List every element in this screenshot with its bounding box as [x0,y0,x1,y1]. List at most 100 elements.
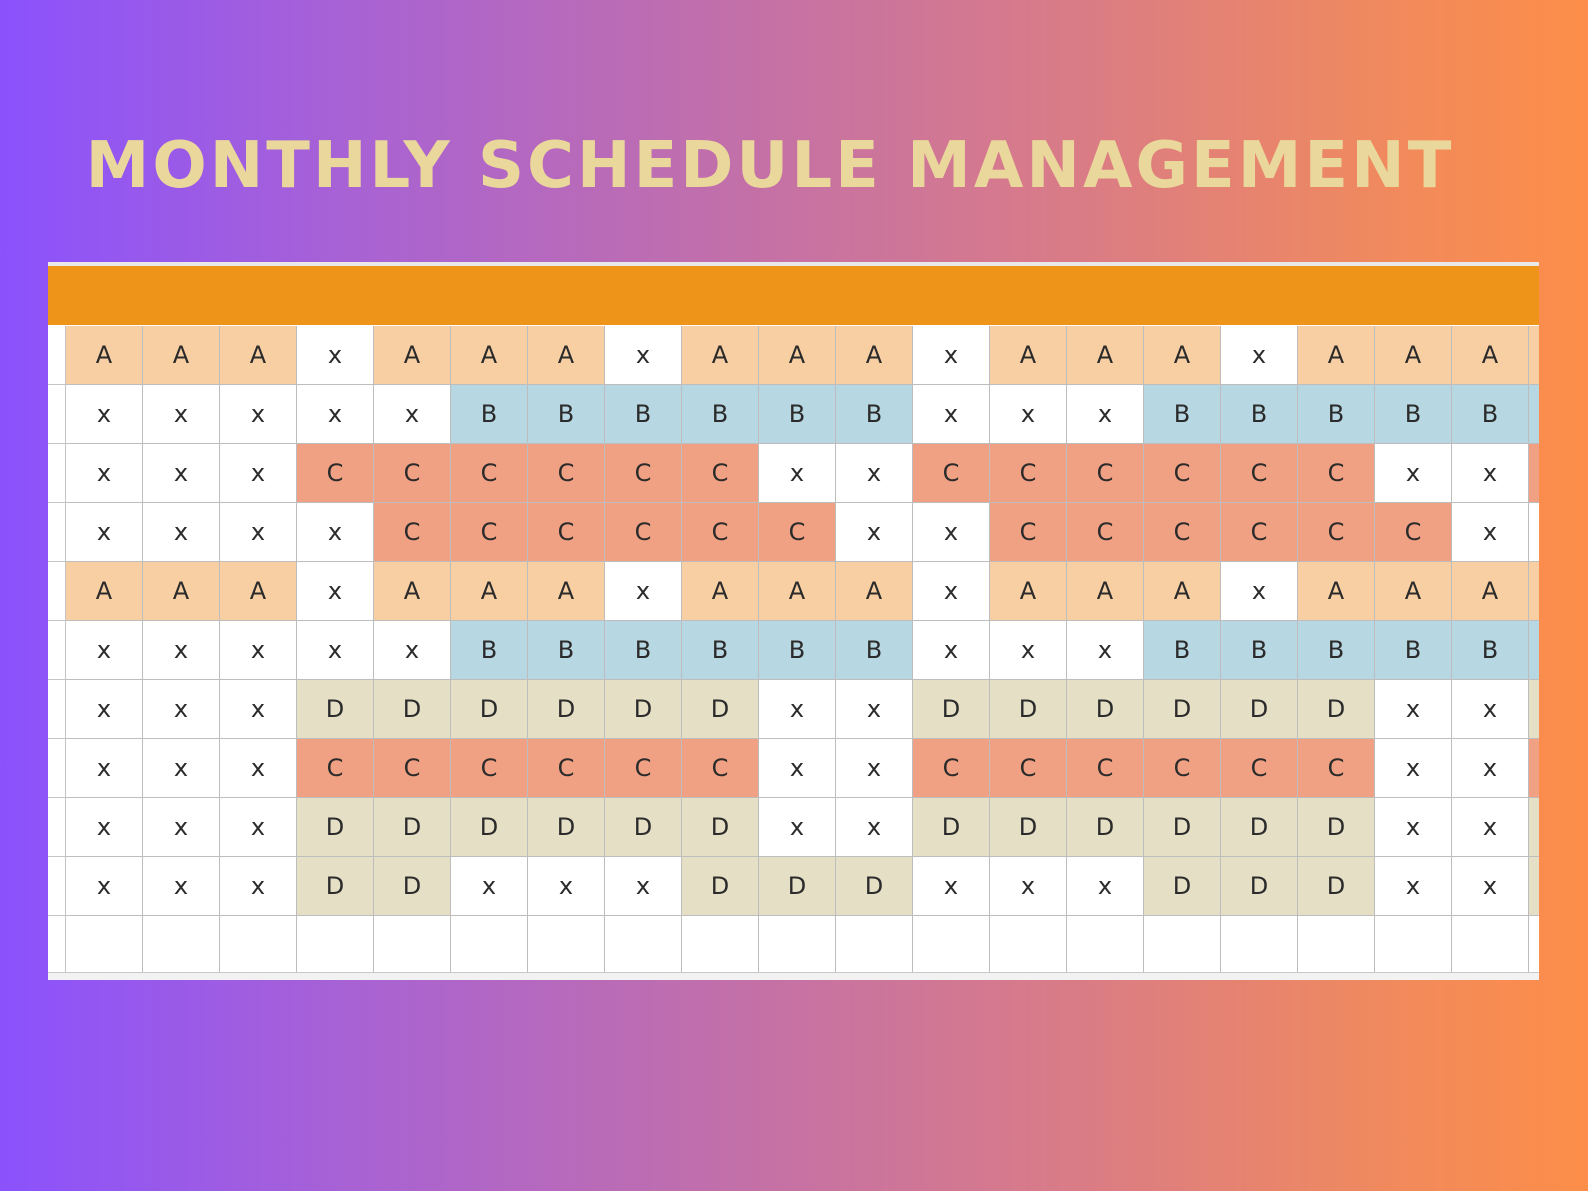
schedule-cell[interactable]: x [990,385,1067,444]
schedule-cell[interactable] [682,916,759,975]
schedule-cell[interactable]: A [1452,326,1529,385]
schedule-cell[interactable]: D [759,857,836,916]
schedule-cell[interactable]: x [1375,680,1452,739]
schedule-cell[interactable]: B [528,385,605,444]
schedule-cell[interactable]: A [1067,326,1144,385]
schedule-cell[interactable]: B [528,621,605,680]
schedule-cell[interactable]: x [759,444,836,503]
schedule-cell[interactable]: x [66,444,143,503]
schedule-cell[interactable]: x [1375,857,1452,916]
schedule-cell[interactable]: C [1144,739,1221,798]
schedule-cell[interactable]: C [1067,739,1144,798]
schedule-cell[interactable]: A [1375,562,1452,621]
schedule-cell[interactable]: x [605,857,682,916]
schedule-cell[interactable] [990,916,1067,975]
schedule-cell[interactable]: x [1067,857,1144,916]
schedule-cell[interactable]: C [990,503,1067,562]
schedule-cell[interactable]: B [1144,621,1221,680]
schedule-cell[interactable]: B [1529,621,1539,680]
schedule-cell[interactable]: x [1452,739,1529,798]
schedule-cell[interactable]: x [297,503,374,562]
schedule-cell[interactable] [1144,916,1221,975]
schedule-cell[interactable]: x [1529,503,1539,562]
schedule-cell[interactable]: C [528,739,605,798]
schedule-cell[interactable]: x [1375,444,1452,503]
schedule-cell[interactable] [1067,916,1144,975]
schedule-cell[interactable]: D [913,798,990,857]
schedule-cell[interactable] [836,916,913,975]
schedule-cell[interactable]: x [836,798,913,857]
schedule-cell[interactable]: D [990,680,1067,739]
schedule-cell[interactable]: D [528,798,605,857]
schedule-cell[interactable]: D [297,857,374,916]
schedule-cell[interactable]: D [374,857,451,916]
schedule-cell[interactable]: x [374,621,451,680]
schedule-cell[interactable]: D [374,798,451,857]
schedule-cell[interactable]: D [1067,680,1144,739]
schedule-cell[interactable]: x [374,385,451,444]
schedule-cell[interactable]: A [143,326,220,385]
schedule-cell[interactable]: A [374,562,451,621]
schedule-cell[interactable]: B [1375,621,1452,680]
schedule-cell[interactable]: A [1067,562,1144,621]
schedule-cell[interactable]: A [1529,326,1539,385]
schedule-cell[interactable] [451,916,528,975]
schedule-cell[interactable]: A [143,562,220,621]
schedule-cell[interactable]: x [220,680,297,739]
schedule-cell[interactable]: C [451,503,528,562]
schedule-cell[interactable]: C [1144,503,1221,562]
schedule-cell[interactable]: x [913,857,990,916]
schedule-cell[interactable]: D [836,857,913,916]
schedule-cell[interactable]: C [297,444,374,503]
schedule-cell[interactable]: B [682,621,759,680]
schedule-cell[interactable]: x [297,326,374,385]
schedule-cell[interactable]: x [605,326,682,385]
schedule-cell[interactable]: x [836,444,913,503]
schedule-cell[interactable]: x [1067,385,1144,444]
schedule-cell[interactable]: B [1298,621,1375,680]
schedule-cell[interactable]: D [1529,798,1539,857]
schedule-cell[interactable]: D [451,680,528,739]
schedule-cell[interactable] [66,916,143,975]
schedule-cell[interactable]: A [374,326,451,385]
schedule-cell[interactable] [1529,916,1539,975]
schedule-cell[interactable]: B [451,621,528,680]
schedule-cell[interactable]: C [374,503,451,562]
schedule-cell[interactable]: x [297,385,374,444]
schedule-cell[interactable] [297,916,374,975]
schedule-cell[interactable]: x [143,739,220,798]
schedule-cell[interactable]: x [990,621,1067,680]
schedule-cell[interactable]: B [1144,385,1221,444]
schedule-cell[interactable]: x [66,503,143,562]
schedule-cell[interactable]: x [220,444,297,503]
schedule-cell[interactable]: x [220,503,297,562]
schedule-cell[interactable]: x [1221,326,1298,385]
schedule-cell[interactable]: A [1529,562,1539,621]
schedule-cell[interactable]: B [1298,385,1375,444]
schedule-cell[interactable]: C [1221,739,1298,798]
schedule-cell[interactable]: x [220,739,297,798]
schedule-cell[interactable]: B [759,621,836,680]
schedule-cell[interactable]: x [913,562,990,621]
schedule-cell[interactable]: C [605,503,682,562]
schedule-cell[interactable]: x [913,503,990,562]
schedule-cell[interactable]: D [1144,857,1221,916]
schedule-cell[interactable]: C [682,739,759,798]
schedule-cell[interactable]: D [913,680,990,739]
schedule-cell[interactable]: x [143,857,220,916]
schedule-cell[interactable]: A [1375,326,1452,385]
schedule-cell[interactable]: D [682,680,759,739]
schedule-cell[interactable]: x [220,621,297,680]
schedule-cell[interactable]: D [682,857,759,916]
schedule-cell[interactable]: A [528,562,605,621]
schedule-cell[interactable] [605,916,682,975]
schedule-cell[interactable]: C [1375,503,1452,562]
schedule-cell[interactable]: x [1452,857,1529,916]
schedule-cell[interactable]: x [1452,798,1529,857]
schedule-cell[interactable]: A [682,326,759,385]
schedule-cell[interactable]: D [297,680,374,739]
schedule-cell[interactable]: x [297,562,374,621]
schedule-cell[interactable]: x [1452,680,1529,739]
schedule-cell[interactable]: C [1298,503,1375,562]
schedule-cell[interactable]: x [605,562,682,621]
